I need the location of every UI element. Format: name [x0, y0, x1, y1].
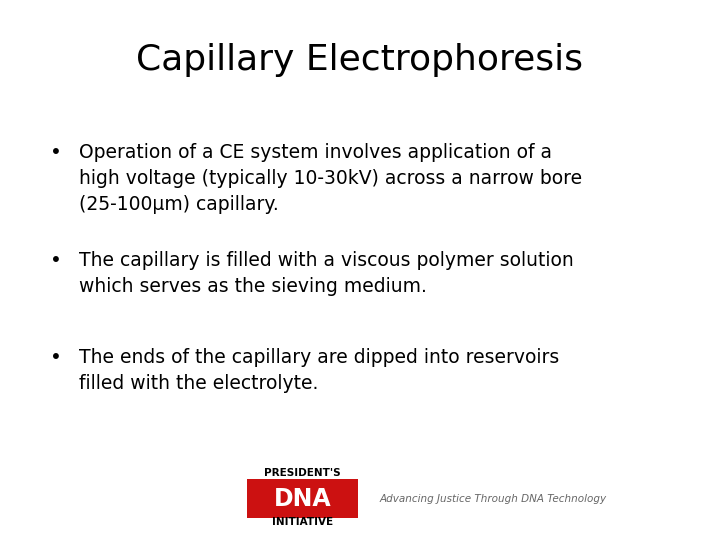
Text: Operation of a CE system involves application of a
high voltage (typically 10-30: Operation of a CE system involves applic… — [79, 143, 582, 214]
FancyBboxPatch shape — [246, 480, 358, 518]
Text: The ends of the capillary are dipped into reservoirs
filled with the electrolyte: The ends of the capillary are dipped int… — [79, 348, 559, 393]
Text: Advancing Justice Through DNA Technology: Advancing Justice Through DNA Technology — [380, 494, 607, 504]
Text: The capillary is filled with a viscous polymer solution
which serves as the siev: The capillary is filled with a viscous p… — [79, 251, 574, 296]
Text: •: • — [50, 348, 62, 367]
Text: DNA: DNA — [274, 487, 331, 511]
Text: •: • — [50, 251, 62, 270]
Text: Capillary Electrophoresis: Capillary Electrophoresis — [137, 43, 583, 77]
Text: INITIATIVE: INITIATIVE — [272, 517, 333, 528]
Text: PRESIDENT'S: PRESIDENT'S — [264, 468, 341, 478]
Text: •: • — [50, 143, 62, 162]
